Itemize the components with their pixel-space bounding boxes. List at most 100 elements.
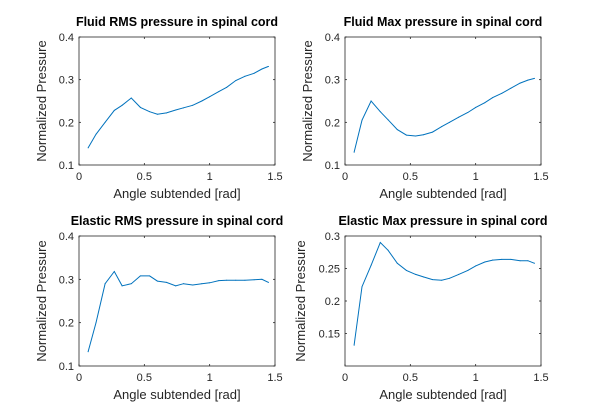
data-point <box>432 131 434 133</box>
y-tick-label: 0.1 <box>325 160 340 172</box>
data-point <box>527 260 529 262</box>
data-point <box>87 147 89 149</box>
data-point <box>201 283 203 285</box>
subplot-title: Elastic Max pressure in spinal cord <box>338 214 547 228</box>
data-point <box>175 109 177 111</box>
data-point <box>387 119 389 121</box>
data-point <box>361 119 363 121</box>
data-point <box>156 113 158 115</box>
data-point <box>449 121 451 123</box>
data-point <box>192 284 194 286</box>
data-point <box>183 107 185 109</box>
data-point <box>458 116 460 118</box>
data-point <box>235 80 237 82</box>
data-point <box>209 96 211 98</box>
data-point <box>226 86 228 88</box>
data-point <box>113 109 115 111</box>
subplot-2: 0 0.5 1 1.5 0.1 0.2 0.3 0.4 Fluid Max pressure i… <box>300 15 549 201</box>
data-point <box>166 112 168 114</box>
data-point <box>379 111 381 113</box>
data-point <box>261 278 263 280</box>
y-tick-label: 0.25 <box>319 264 340 276</box>
x-tick-label: 1.5 <box>267 171 282 183</box>
y-tick-label: 0.2 <box>59 117 74 129</box>
x-tick-label: 0 <box>342 372 348 384</box>
data-point <box>244 75 246 77</box>
y-axis-label: Normalized Pressure <box>34 40 49 161</box>
data-point <box>218 91 220 93</box>
data-point <box>156 280 158 282</box>
data-point <box>121 285 123 287</box>
data-point <box>510 258 512 260</box>
data-point <box>501 92 503 94</box>
data-point <box>121 104 123 106</box>
data-point <box>527 79 529 81</box>
subplot-title: Fluid RMS pressure in spinal cord <box>76 15 278 29</box>
data-point <box>519 82 521 84</box>
subplot-3: 0 0.5 1 1.5 0.1 0.2 0.3 0.4 Elastic RMS pressure… <box>34 214 283 402</box>
x-tick-label: 0.5 <box>137 372 152 384</box>
plot-area <box>344 36 542 166</box>
data-point <box>415 135 417 137</box>
data-point <box>449 277 451 279</box>
data-point <box>139 275 141 277</box>
data-point <box>441 126 443 128</box>
data-point <box>441 279 443 281</box>
x-tick-label: 1.5 <box>533 171 548 183</box>
data-point <box>370 264 372 266</box>
x-tick-label: 0 <box>76 171 82 183</box>
y-tick-label: 0.1 <box>59 361 74 373</box>
x-tick-label: 0.5 <box>403 171 418 183</box>
data-point <box>130 97 132 99</box>
y-tick-label: 0.4 <box>59 231 74 243</box>
data-point <box>130 283 132 285</box>
plot-area <box>78 235 276 367</box>
data-point <box>467 269 469 271</box>
data-point <box>267 65 269 67</box>
series-line-1 <box>353 77 535 153</box>
data-point <box>261 68 263 70</box>
data-point <box>149 275 151 277</box>
data-point <box>405 269 407 271</box>
y-tick-label: 0.15 <box>319 329 340 341</box>
plot-area <box>78 36 276 166</box>
data-point <box>484 261 486 263</box>
x-tick-label: 1.5 <box>267 372 282 384</box>
y-axis-label: Normalized Pressure <box>34 240 49 361</box>
data-point <box>432 279 434 281</box>
y-tick-label: 0.3 <box>325 75 340 87</box>
x-tick-label: 0.5 <box>403 372 418 384</box>
y-axis-label: Normalized Pressure <box>300 40 315 161</box>
data-point <box>267 281 269 283</box>
series-line-1 <box>87 270 269 352</box>
y-tick-label: 0.2 <box>325 117 340 129</box>
x-tick-label: 1.5 <box>533 372 548 384</box>
y-tick-label: 0.4 <box>325 32 340 44</box>
data-point <box>87 351 89 353</box>
x-tick-label: 0 <box>76 372 82 384</box>
y-tick-label: 0.1 <box>59 160 74 172</box>
data-point <box>353 151 355 153</box>
y-tick-label: 0.3 <box>325 231 340 243</box>
data-point <box>253 279 255 281</box>
data-point <box>149 111 151 113</box>
subplot-4: 0 0.5 1 1.5 0.15 0.2 0.25 0.3 Elastic Max pressu… <box>293 214 549 402</box>
data-point <box>492 259 494 261</box>
data-point <box>175 285 177 287</box>
series-line-1 <box>87 65 269 149</box>
data-point <box>533 262 535 264</box>
data-point <box>104 283 106 285</box>
x-axis-label: Angle subtended [rad] <box>113 387 240 402</box>
subplot-title: Elastic RMS pressure in spinal cord <box>71 214 284 228</box>
data-point <box>361 286 363 288</box>
x-tick-label: 0 <box>342 171 348 183</box>
x-tick-label: 1 <box>207 372 213 384</box>
data-point <box>458 273 460 275</box>
y-tick-label: 0.3 <box>59 274 74 286</box>
x-tick-label: 1 <box>473 372 479 384</box>
y-tick-label: 0.2 <box>325 296 340 308</box>
x-tick-label: 0.5 <box>137 171 152 183</box>
x-axis-label: Angle subtended [rad] <box>113 186 240 201</box>
